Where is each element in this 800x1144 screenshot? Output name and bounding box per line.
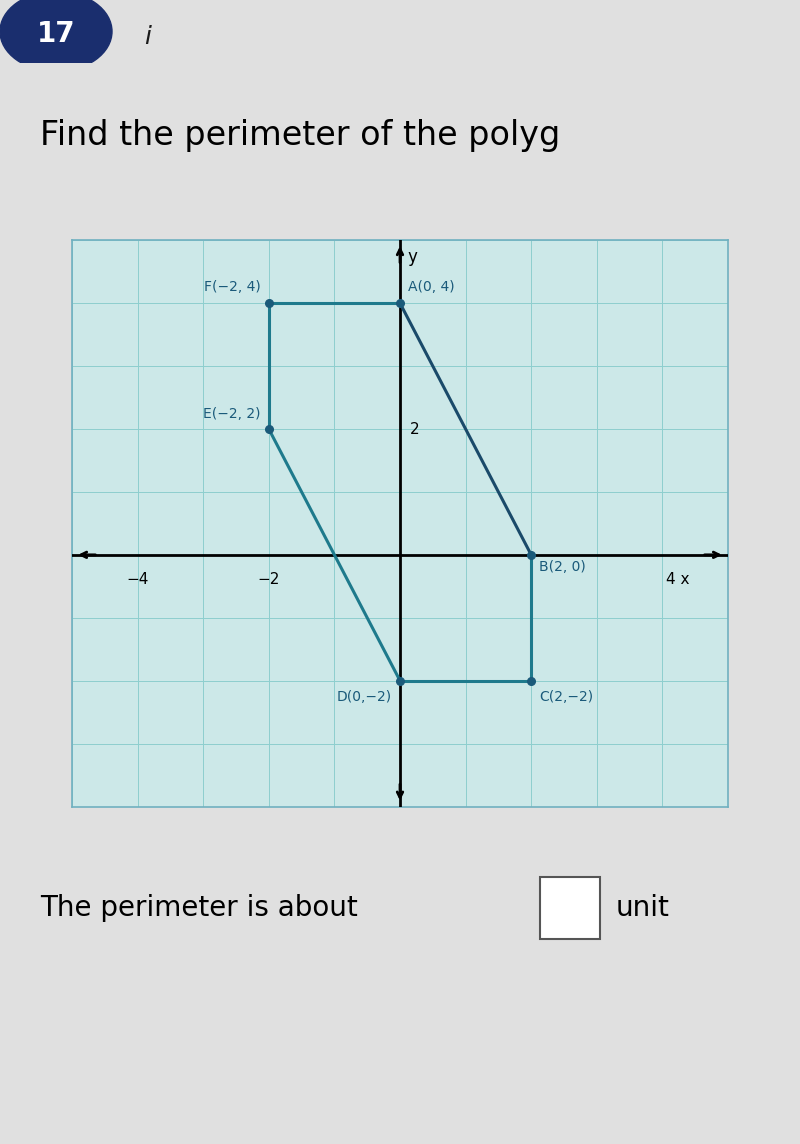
Text: A(0, 4): A(0, 4) bbox=[408, 280, 454, 294]
Circle shape bbox=[0, 0, 112, 71]
Text: Find the perimeter of the polyg: Find the perimeter of the polyg bbox=[40, 119, 560, 152]
Text: −2: −2 bbox=[258, 572, 280, 588]
Text: −4: −4 bbox=[126, 572, 149, 588]
Text: 2: 2 bbox=[410, 421, 419, 437]
Text: E(−2, 2): E(−2, 2) bbox=[203, 407, 261, 421]
Text: C(2,−2): C(2,−2) bbox=[539, 690, 593, 704]
Text: The perimeter is about: The perimeter is about bbox=[40, 895, 358, 922]
FancyBboxPatch shape bbox=[540, 877, 600, 939]
Text: 4 x: 4 x bbox=[666, 572, 689, 588]
Text: D(0,−2): D(0,−2) bbox=[337, 690, 392, 704]
Text: B(2, 0): B(2, 0) bbox=[539, 559, 586, 574]
Text: i: i bbox=[144, 25, 151, 49]
Text: F(−2, 4): F(−2, 4) bbox=[204, 280, 261, 294]
Text: unit: unit bbox=[616, 895, 670, 922]
Text: y: y bbox=[408, 248, 418, 265]
Text: 17: 17 bbox=[37, 21, 75, 48]
